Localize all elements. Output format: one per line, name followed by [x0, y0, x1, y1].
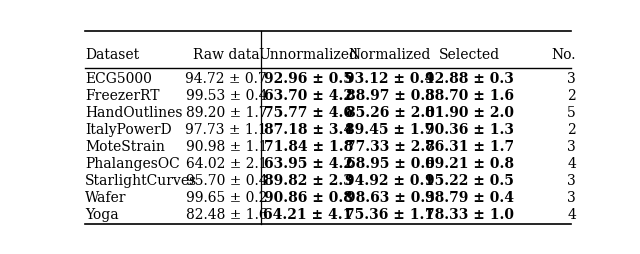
Text: Unnormalized: Unnormalized	[258, 48, 358, 62]
Text: 94.92 ± 0.1: 94.92 ± 0.1	[346, 174, 435, 188]
Text: 75.77 ± 4.6: 75.77 ± 4.6	[264, 106, 353, 120]
Text: 98.63 ± 0.3: 98.63 ± 0.3	[346, 191, 435, 205]
Text: 5: 5	[567, 106, 576, 120]
Text: 89.20 ± 1.7: 89.20 ± 1.7	[186, 106, 267, 120]
Text: 94.72 ± 0.7: 94.72 ± 0.7	[186, 72, 267, 86]
Text: 78.33 ± 1.0: 78.33 ± 1.0	[425, 208, 514, 222]
Text: 75.36 ± 1.1: 75.36 ± 1.1	[346, 208, 435, 222]
Text: 98.79 ± 0.4: 98.79 ± 0.4	[425, 191, 514, 205]
Text: 81.90 ± 2.0: 81.90 ± 2.0	[425, 106, 514, 120]
Text: 89.82 ± 2.3: 89.82 ± 2.3	[264, 174, 353, 188]
Text: 4: 4	[567, 208, 576, 222]
Text: 68.95 ± 0.9: 68.95 ± 0.9	[346, 157, 435, 171]
Text: FreezerRT: FreezerRT	[85, 89, 159, 103]
Text: PhalangesOC: PhalangesOC	[85, 157, 180, 171]
Text: 90.86 ± 0.8: 90.86 ± 0.8	[264, 191, 353, 205]
Text: 95.22 ± 0.5: 95.22 ± 0.5	[425, 174, 514, 188]
Text: ECG5000: ECG5000	[85, 72, 152, 86]
Text: 63.70 ± 4.2: 63.70 ± 4.2	[264, 89, 353, 103]
Text: 64.21 ± 4.1: 64.21 ± 4.1	[264, 208, 353, 222]
Text: 77.33 ± 2.8: 77.33 ± 2.8	[346, 140, 435, 154]
Text: Selected: Selected	[439, 48, 500, 62]
Text: 89.45 ± 1.7: 89.45 ± 1.7	[346, 123, 435, 137]
Text: ItalyPowerD: ItalyPowerD	[85, 123, 172, 137]
Text: 76.31 ± 1.7: 76.31 ± 1.7	[425, 140, 514, 154]
Text: 3: 3	[567, 140, 576, 154]
Text: 99.65 ± 0.2: 99.65 ± 0.2	[186, 191, 267, 205]
Text: 4: 4	[567, 157, 576, 171]
Text: StarlightCurves: StarlightCurves	[85, 174, 197, 188]
Text: 82.48 ± 1.6: 82.48 ± 1.6	[186, 208, 267, 222]
Text: 3: 3	[567, 174, 576, 188]
Text: MoteStrain: MoteStrain	[85, 140, 165, 154]
Text: Dataset: Dataset	[85, 48, 139, 62]
Text: Normalized: Normalized	[349, 48, 431, 62]
Text: 71.84 ± 1.8: 71.84 ± 1.8	[264, 140, 353, 154]
Text: Wafer: Wafer	[85, 191, 127, 205]
Text: HandOutlines: HandOutlines	[85, 106, 182, 120]
Text: No.: No.	[552, 48, 576, 62]
Text: Yoga: Yoga	[85, 208, 118, 222]
Text: Raw data: Raw data	[193, 48, 260, 62]
Text: 69.21 ± 0.8: 69.21 ± 0.8	[425, 157, 514, 171]
Text: 92.96 ± 0.5: 92.96 ± 0.5	[264, 72, 353, 86]
Text: 87.18 ± 3.4: 87.18 ± 3.4	[264, 123, 353, 137]
Text: 93.12 ± 0.4: 93.12 ± 0.4	[346, 72, 435, 86]
Text: 90.36 ± 1.3: 90.36 ± 1.3	[425, 123, 514, 137]
Text: 3: 3	[567, 191, 576, 205]
Text: 63.95 ± 4.2: 63.95 ± 4.2	[264, 157, 353, 171]
Text: 2: 2	[567, 123, 576, 137]
Text: 99.53 ± 0.4: 99.53 ± 0.4	[186, 89, 267, 103]
Text: 95.70 ± 0.4: 95.70 ± 0.4	[186, 174, 267, 188]
Text: 92.88 ± 0.3: 92.88 ± 0.3	[425, 72, 514, 86]
Text: 90.98 ± 1.1: 90.98 ± 1.1	[186, 140, 267, 154]
Text: 88.70 ± 1.6: 88.70 ± 1.6	[425, 89, 514, 103]
Text: 2: 2	[567, 89, 576, 103]
Text: 88.97 ± 0.3: 88.97 ± 0.3	[346, 89, 435, 103]
Text: 64.02 ± 2.1: 64.02 ± 2.1	[186, 157, 267, 171]
Text: 85.26 ± 2.0: 85.26 ± 2.0	[346, 106, 435, 120]
Text: 97.73 ± 1.1: 97.73 ± 1.1	[186, 123, 268, 137]
Text: 3: 3	[567, 72, 576, 86]
